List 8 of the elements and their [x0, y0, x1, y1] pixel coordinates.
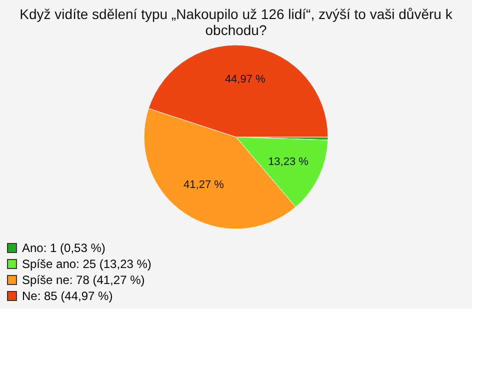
legend-label: Ne: 85 (44,97 %) — [22, 289, 113, 303]
legend-label: Ano: 1 (0,53 %) — [22, 241, 106, 255]
chart-title: Když vidíte sdělení typu „Nakoupilo už 126 lidí“, zvýší to vaši důvěru k obchodu? — [20, 6, 454, 38]
legend-label: Spíše ne: 78 (41,27 %) — [22, 273, 145, 287]
data-label: 13,23 % — [268, 156, 309, 168]
legend-label: Spíše ano: 25 (13,23 %) — [22, 257, 152, 271]
data-label: 44,97 % — [224, 74, 266, 86]
data-label: 41,27 % — [184, 179, 224, 192]
